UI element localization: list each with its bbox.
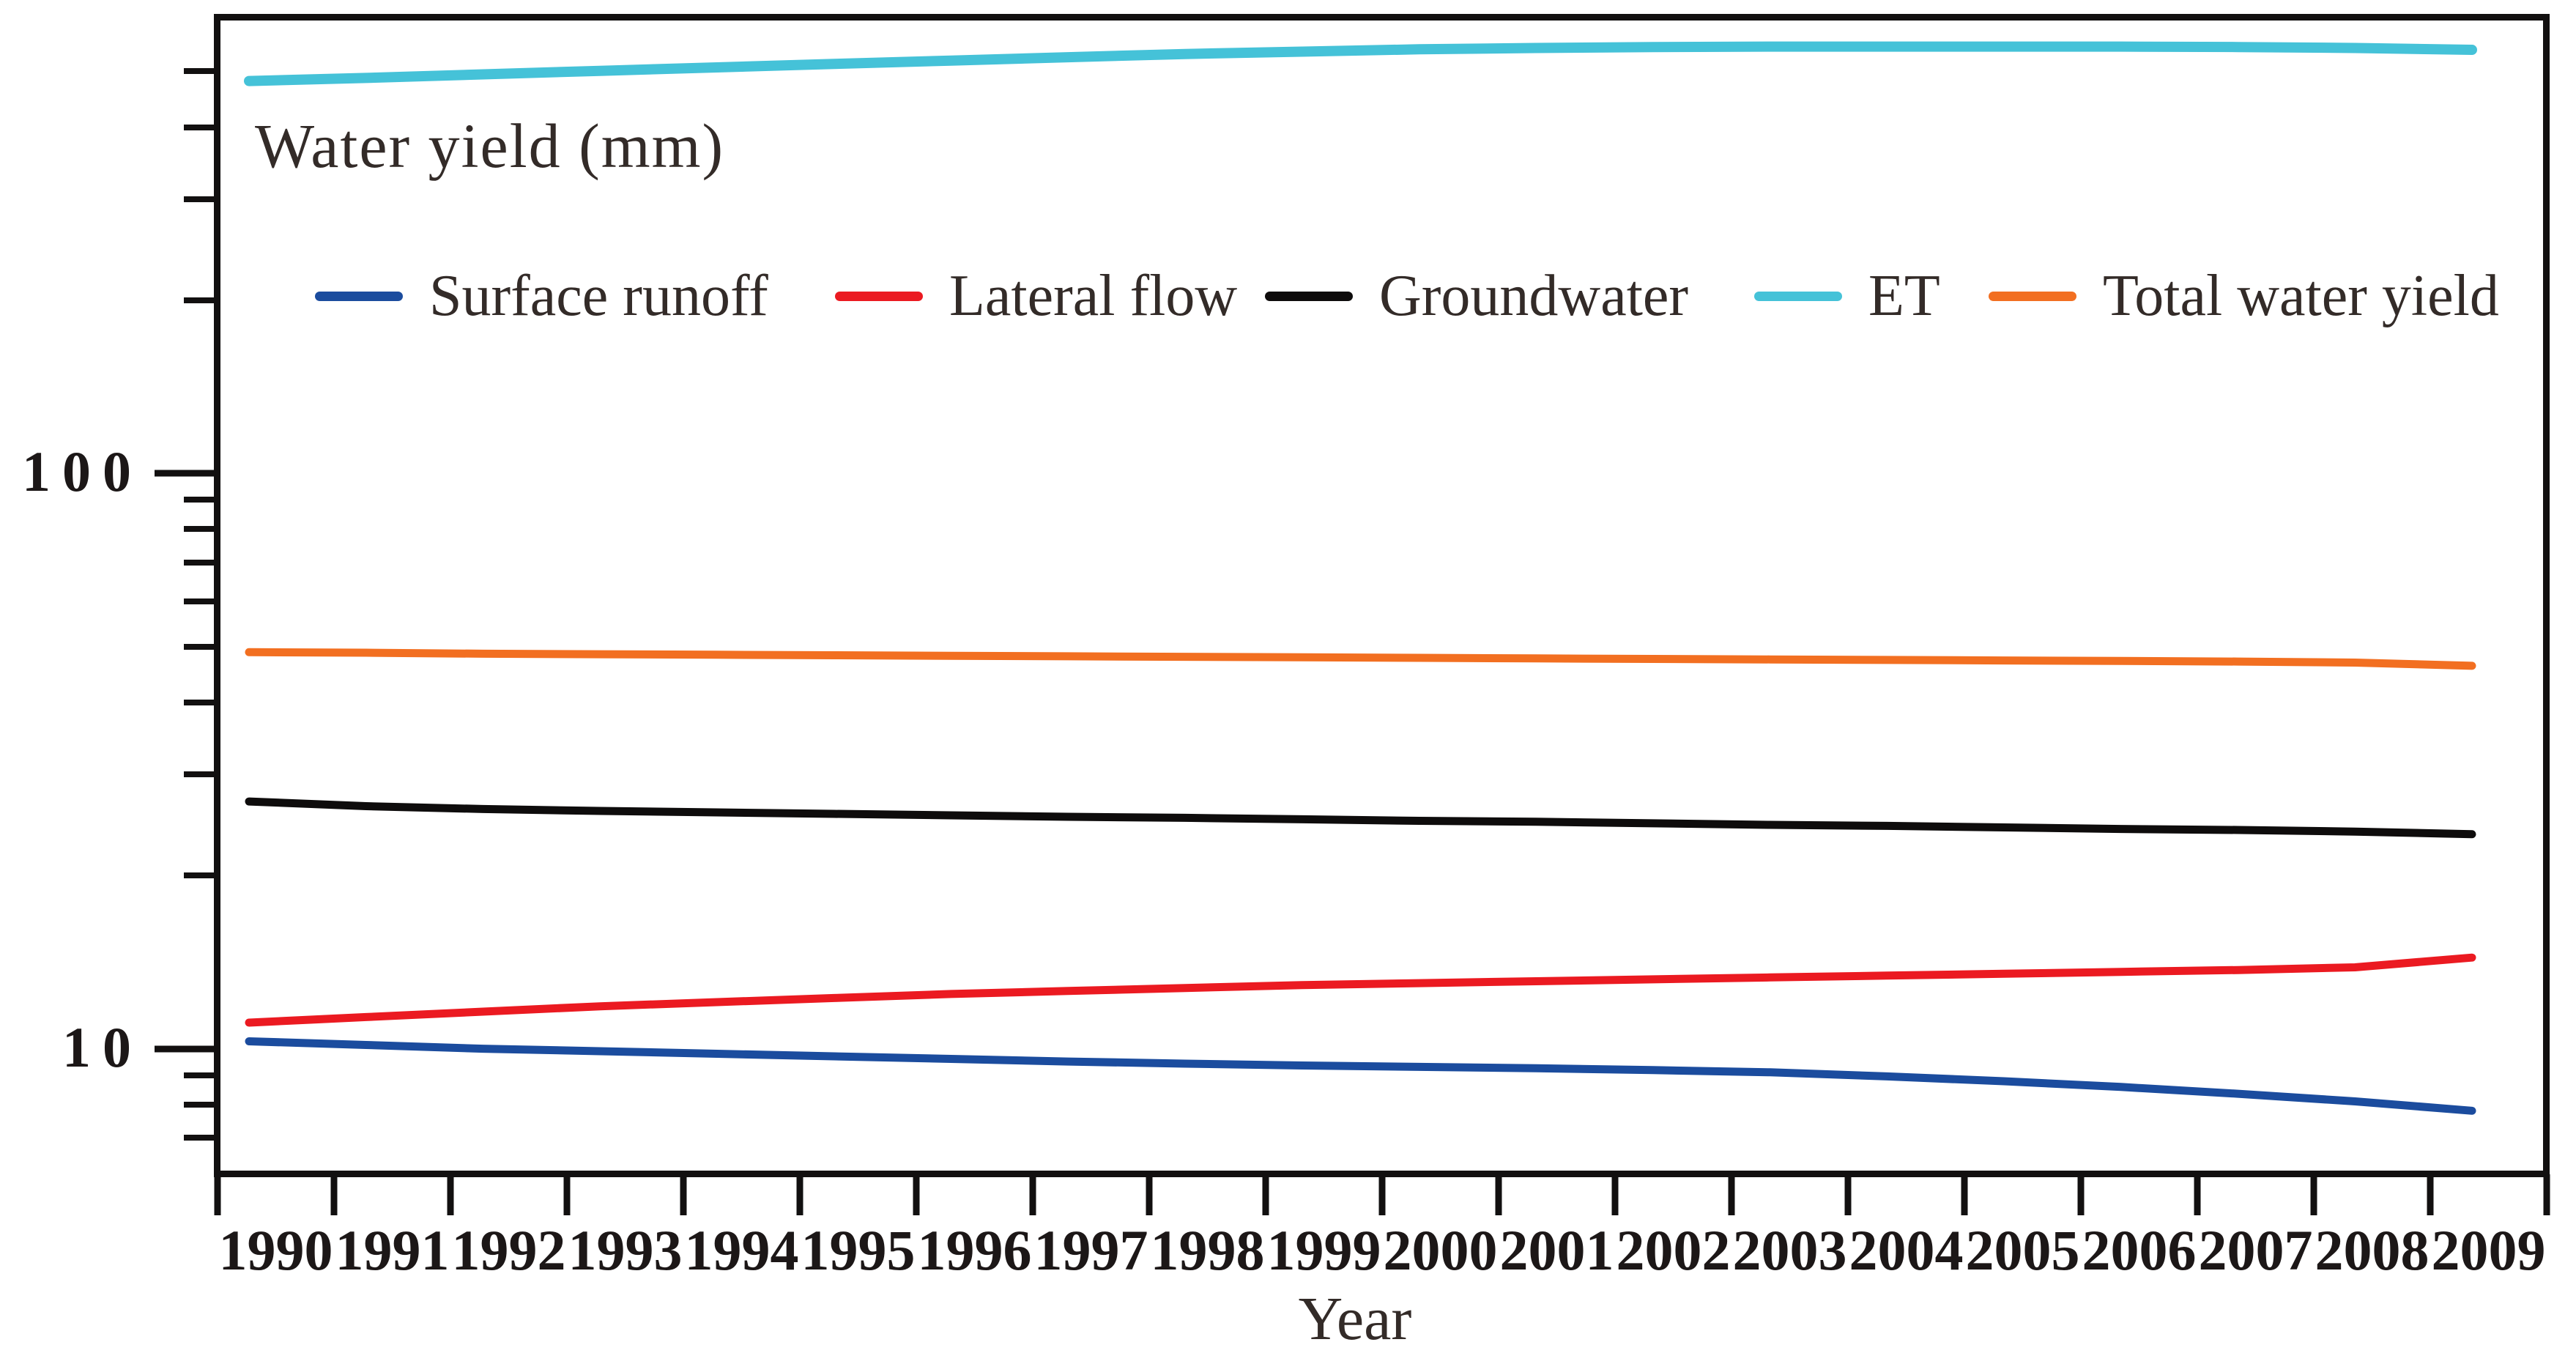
- x-tick-label: 2003: [1732, 1218, 1847, 1282]
- lateral-flow-line-swatch-icon: [835, 291, 923, 301]
- y-minor-tick: [184, 196, 218, 202]
- x-tick: [1728, 1174, 1735, 1215]
- legend: Surface runoff Lateral flow Groundwater …: [0, 255, 2576, 337]
- y-minor-tick: [184, 68, 218, 75]
- x-tick: [1029, 1174, 1036, 1215]
- y-tick-label: 10: [62, 1015, 143, 1079]
- x-tick: [447, 1174, 454, 1215]
- x-tick-label: 2000: [1383, 1218, 1498, 1282]
- x-tick: [1378, 1174, 1386, 1215]
- x-tick: [2427, 1174, 2434, 1215]
- total-water-yield-line-swatch-icon: [1989, 291, 2076, 301]
- y-minor-tick: [184, 1135, 218, 1141]
- x-tick-label: 1998: [1150, 1218, 1265, 1282]
- x-tick: [1495, 1174, 1502, 1215]
- y-minor-tick: [184, 872, 218, 879]
- x-tick: [2077, 1174, 2085, 1215]
- x-tick-label: 1999: [1266, 1218, 1381, 1282]
- y-minor-tick: [184, 559, 218, 566]
- legend-label-total-water-yield: Total water yield: [2103, 263, 2499, 328]
- x-tick-label: 2005: [1965, 1218, 2080, 1282]
- x-tick-label: 2006: [2082, 1218, 2197, 1282]
- legend-label-et: ET: [1868, 263, 1940, 328]
- y-minor-tick: [184, 526, 218, 533]
- y-tick-label: 100: [22, 440, 143, 504]
- x-tick-label: 1997: [1033, 1218, 1148, 1282]
- x-tick: [2194, 1174, 2201, 1215]
- y-minor-tick: [184, 297, 218, 303]
- legend-label-surface-runoff: Surface runoff: [429, 263, 768, 328]
- x-tick-label: 1995: [801, 1218, 916, 1282]
- x-tick: [913, 1174, 920, 1215]
- x-tick-label: 2008: [2315, 1218, 2430, 1282]
- x-tick-label: 1990: [218, 1218, 333, 1282]
- x-tick: [330, 1174, 338, 1215]
- et-line-swatch-icon: [1754, 291, 1842, 301]
- x-axis-title: Year: [1298, 1285, 1412, 1353]
- y-major-tick: [155, 1045, 218, 1053]
- x-tick-label: 2002: [1616, 1218, 1731, 1282]
- legend-label-lateral-flow: Lateral flow: [949, 263, 1238, 328]
- legend-item-surface-runoff: Surface runoff: [315, 255, 768, 337]
- x-tick: [563, 1174, 571, 1215]
- x-tick: [1961, 1174, 1968, 1215]
- surface-runoff-line-swatch-icon: [315, 291, 403, 301]
- y-minor-tick: [184, 124, 218, 130]
- y-major-tick: [155, 470, 218, 477]
- y-minor-tick: [184, 699, 218, 705]
- legend-item-total-water-yield: Total water yield: [1989, 255, 2499, 337]
- x-tick-label: 1996: [917, 1218, 1032, 1282]
- x-tick-label: 2004: [1849, 1218, 1964, 1282]
- y-minor-tick: [184, 598, 218, 604]
- y-minor-tick: [184, 1101, 218, 1108]
- x-tick: [214, 1174, 221, 1215]
- legend-item-et: ET: [1754, 255, 1940, 337]
- x-tick-label: 1992: [451, 1218, 566, 1282]
- y-minor-tick: [184, 497, 218, 503]
- x-tick: [2310, 1174, 2317, 1215]
- x-tick: [680, 1174, 687, 1215]
- x-tick: [1262, 1174, 1269, 1215]
- plot-area: [214, 14, 2550, 1177]
- x-tick-label: 2007: [2198, 1218, 2313, 1282]
- x-tick: [1611, 1174, 1619, 1215]
- legend-item-lateral-flow: Lateral flow: [835, 255, 1237, 337]
- y-minor-tick: [184, 643, 218, 650]
- chart-title: Water yield (mm): [255, 111, 725, 181]
- groundwater-line-swatch-icon: [1265, 291, 1353, 301]
- x-tick: [1146, 1174, 1153, 1215]
- x-tick: [1844, 1174, 1852, 1215]
- x-tick-label: 1994: [684, 1218, 799, 1282]
- legend-label-groundwater: Groundwater: [1379, 263, 1689, 328]
- x-tick: [796, 1174, 803, 1215]
- x-tick-label: 2009: [2431, 1218, 2546, 1282]
- x-tick-label: 1993: [568, 1218, 683, 1282]
- x-tick: [2543, 1174, 2550, 1215]
- legend-item-groundwater: Groundwater: [1265, 255, 1688, 337]
- x-tick-label: 2001: [1499, 1218, 1614, 1282]
- y-minor-tick: [184, 1072, 218, 1078]
- y-minor-tick: [184, 771, 218, 777]
- x-tick-label: 1991: [335, 1218, 450, 1282]
